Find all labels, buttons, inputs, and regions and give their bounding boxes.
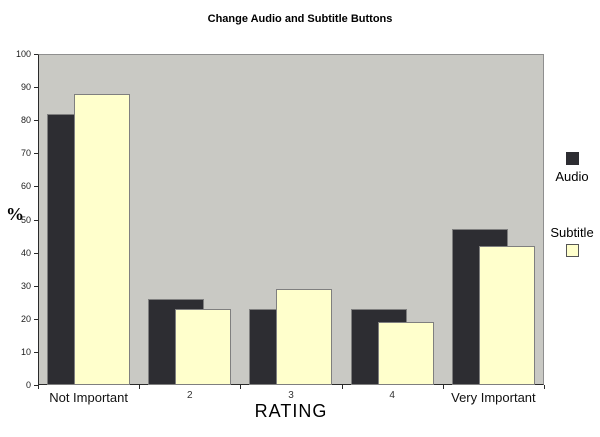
y-tick-mark — [34, 120, 38, 122]
y-tick-mark — [34, 285, 38, 287]
y-tick-label: 0 — [25, 380, 31, 390]
bar-subtitle — [478, 245, 535, 385]
bar-subtitle — [377, 322, 434, 385]
x-tick-mark — [442, 385, 444, 389]
x-tick-mark — [240, 385, 242, 389]
x-category-label: Not Important — [49, 390, 128, 405]
x-category-label: 3 — [288, 390, 294, 401]
x-tick-mark — [139, 385, 141, 389]
y-tick-mark — [34, 318, 38, 320]
y-axis-label: % — [6, 204, 24, 224]
chart-title: Change Audio and Subtitle Buttons — [207, 13, 393, 25]
legend: Audio Subtitle — [544, 152, 600, 257]
y-tick-mark — [34, 219, 38, 221]
x-category-label: 2 — [187, 390, 193, 401]
y-tick-label: 10 — [20, 346, 31, 357]
legend-swatch-subtitle — [565, 244, 579, 257]
bar-subtitle — [175, 308, 232, 385]
x-tick-mark — [544, 385, 545, 389]
y-tick-label: 80 — [20, 115, 31, 126]
legend-item-subtitle: Subtitle — [550, 225, 594, 257]
y-tick-label: 50 — [20, 214, 31, 225]
x-axis-title: RATING — [254, 401, 328, 421]
legend-label-subtitle: Subtitle — [550, 225, 594, 240]
bar-subtitle — [276, 289, 333, 385]
x-category-label: 4 — [389, 390, 395, 401]
y-tick-mark — [34, 252, 38, 254]
y-tick-mark — [34, 54, 38, 55]
y-tick-mark — [34, 153, 38, 155]
y-tick-label: 20 — [20, 313, 31, 324]
y-tick-label: 60 — [20, 181, 31, 192]
y-tick-mark — [34, 385, 38, 386]
y-tick-mark — [34, 186, 38, 188]
y-tick-mark — [34, 351, 38, 353]
y-tick-label: 100 — [15, 49, 31, 59]
y-tick-mark — [34, 87, 38, 89]
legend-label-audio: Audio — [555, 169, 589, 184]
x-category-label: Very Important — [451, 390, 536, 405]
y-tick-label: 90 — [20, 82, 31, 93]
bar-subtitle — [74, 93, 130, 385]
x-tick-mark — [341, 385, 343, 389]
y-tick-label: 70 — [20, 148, 31, 159]
y-tick-label: 40 — [20, 247, 31, 258]
legend-swatch-audio — [565, 152, 579, 165]
x-tick-mark — [38, 385, 39, 389]
y-tick-label: 30 — [20, 280, 31, 291]
legend-item-audio: Audio — [555, 152, 589, 184]
